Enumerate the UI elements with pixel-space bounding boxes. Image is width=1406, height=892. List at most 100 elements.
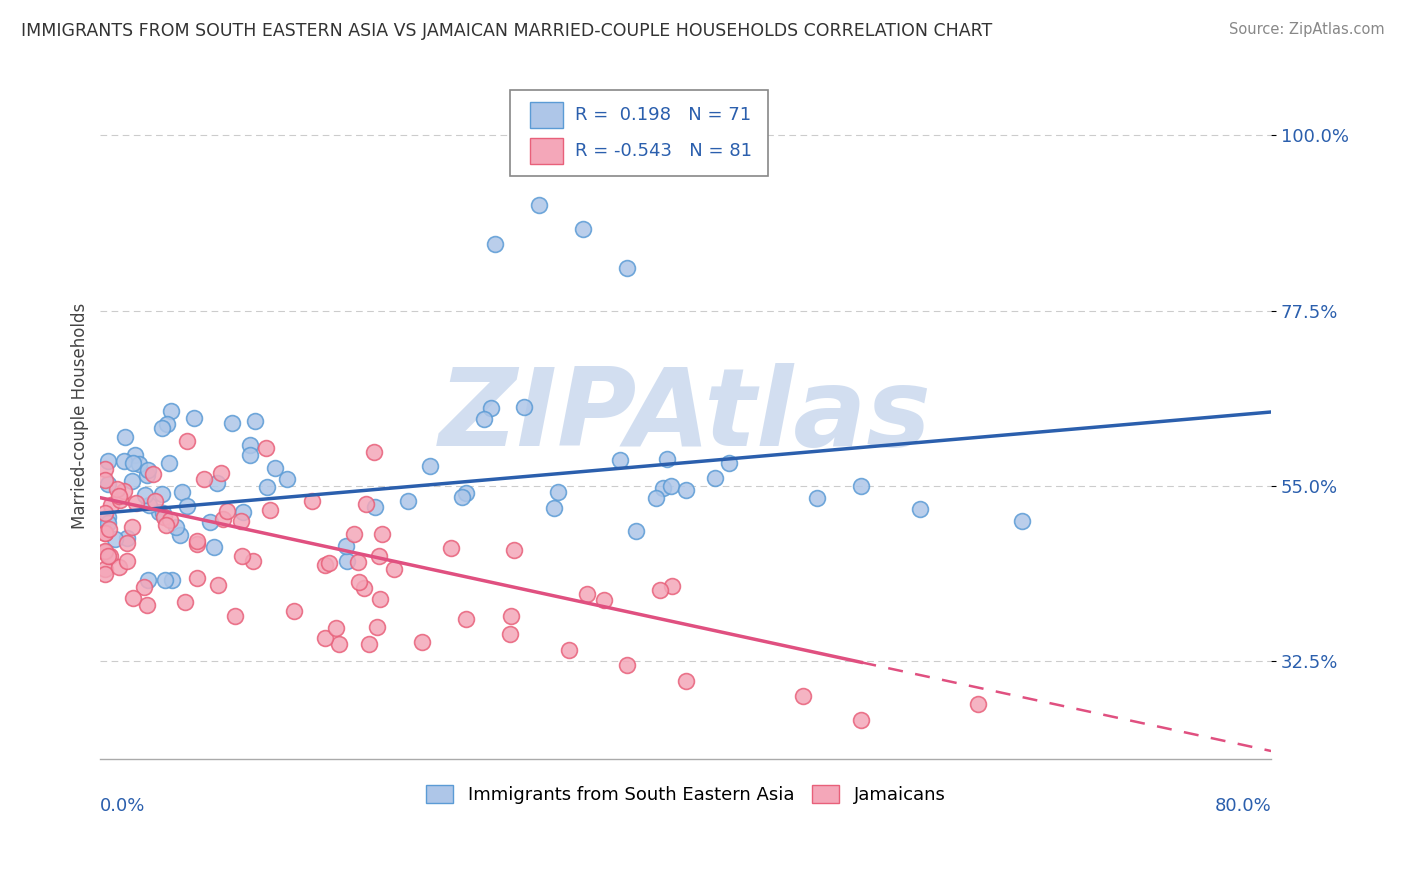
Point xyxy=(93,544,115,558)
Point xyxy=(1011,514,1033,528)
Y-axis label: Married-couple Households: Married-couple Households xyxy=(72,302,89,529)
Point xyxy=(108,492,131,507)
Point xyxy=(276,472,298,486)
Text: R = -0.543   N = 81: R = -0.543 N = 81 xyxy=(575,142,751,161)
Point xyxy=(675,483,697,497)
Point xyxy=(134,488,156,502)
Point xyxy=(499,627,522,641)
Point xyxy=(283,604,305,618)
Point xyxy=(112,454,135,468)
Point xyxy=(160,573,183,587)
Point xyxy=(170,484,193,499)
Text: R =  0.198   N = 71: R = 0.198 N = 71 xyxy=(575,106,751,124)
Point xyxy=(209,467,232,481)
Point xyxy=(301,494,323,508)
Point xyxy=(115,554,138,568)
Point xyxy=(264,461,287,475)
Point xyxy=(97,549,120,563)
Point xyxy=(108,489,131,503)
Point xyxy=(160,404,183,418)
Point xyxy=(363,445,385,459)
Point xyxy=(93,462,115,476)
Point xyxy=(616,260,638,275)
Point xyxy=(114,430,136,444)
Point xyxy=(115,531,138,545)
Point xyxy=(128,457,150,471)
Point xyxy=(165,519,187,533)
Point xyxy=(150,421,173,435)
Point xyxy=(93,526,115,541)
Point xyxy=(440,541,463,555)
Point xyxy=(354,498,377,512)
Point xyxy=(159,456,181,470)
Point xyxy=(207,578,229,592)
Point xyxy=(136,598,159,612)
Point xyxy=(328,637,350,651)
Point xyxy=(104,533,127,547)
Point xyxy=(150,487,173,501)
Point xyxy=(254,441,277,455)
Point xyxy=(155,518,177,533)
Point xyxy=(239,449,262,463)
Point xyxy=(363,500,385,514)
Point xyxy=(100,498,122,512)
Point xyxy=(346,555,368,569)
Text: 80.0%: 80.0% xyxy=(1215,797,1271,814)
Point xyxy=(659,478,682,492)
Point xyxy=(97,516,120,530)
Point xyxy=(256,480,278,494)
Point xyxy=(112,484,135,499)
Point xyxy=(411,635,433,649)
FancyBboxPatch shape xyxy=(530,138,562,164)
Point xyxy=(145,493,167,508)
Point xyxy=(335,554,357,568)
Point xyxy=(138,498,160,512)
Point xyxy=(382,562,405,576)
Point xyxy=(479,401,502,416)
Point xyxy=(148,505,170,519)
Point xyxy=(547,485,569,500)
Point xyxy=(529,198,551,212)
Point xyxy=(93,562,115,576)
Point xyxy=(616,658,638,673)
Point xyxy=(202,540,225,554)
Text: ZIPAtlas: ZIPAtlas xyxy=(439,363,932,469)
Point xyxy=(572,222,595,236)
Point xyxy=(174,594,197,608)
Point xyxy=(502,543,524,558)
Point xyxy=(221,416,243,430)
Point xyxy=(105,482,128,496)
Point xyxy=(93,525,115,540)
Point xyxy=(718,456,741,470)
Point xyxy=(239,438,262,452)
Text: IMMIGRANTS FROM SOUTH EASTERN ASIA VS JAMAICAN MARRIED-COUPLE HOUSEHOLDS CORRELA: IMMIGRANTS FROM SOUTH EASTERN ASIA VS JA… xyxy=(21,22,993,40)
Point xyxy=(851,713,873,727)
Point xyxy=(368,592,391,607)
Point xyxy=(419,459,441,474)
Point xyxy=(359,637,381,651)
Point xyxy=(132,580,155,594)
Point xyxy=(152,507,174,521)
FancyBboxPatch shape xyxy=(510,90,768,176)
Point xyxy=(472,411,495,425)
Point xyxy=(93,567,115,582)
Point xyxy=(557,642,579,657)
Point xyxy=(97,522,120,536)
Point xyxy=(484,237,506,252)
FancyBboxPatch shape xyxy=(530,102,562,128)
Point xyxy=(366,620,388,634)
Point xyxy=(704,471,727,485)
Point xyxy=(186,534,208,549)
Point xyxy=(451,490,474,504)
Point xyxy=(93,473,115,487)
Point xyxy=(153,510,176,524)
Point xyxy=(967,697,990,711)
Point xyxy=(792,690,814,704)
Point xyxy=(626,524,648,538)
Point xyxy=(125,496,148,510)
Point xyxy=(368,549,391,564)
Point xyxy=(593,592,616,607)
Point xyxy=(661,579,683,593)
Point xyxy=(314,558,336,573)
Legend: Immigrants from South Eastern Asia, Jamaicans: Immigrants from South Eastern Asia, Jama… xyxy=(419,778,953,812)
